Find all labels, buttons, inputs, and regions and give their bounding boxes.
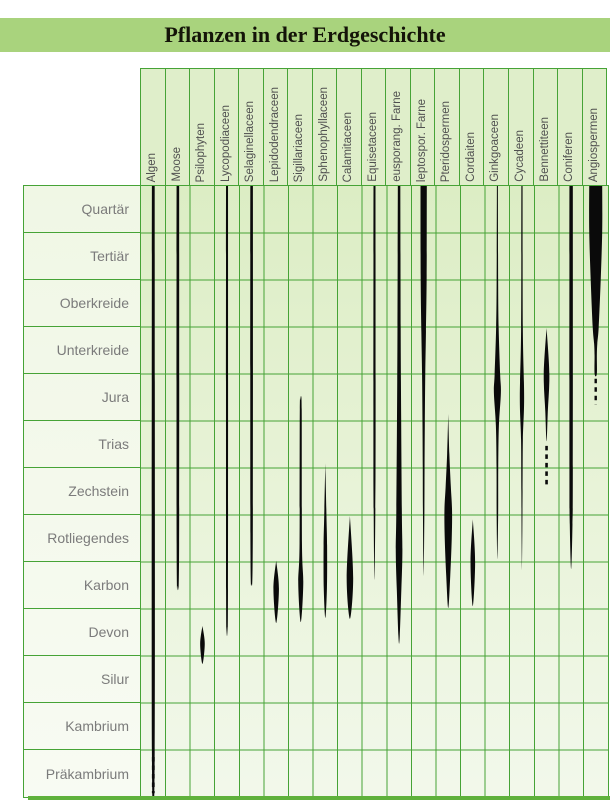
- column-header-label: Sphenophyllaceen: [317, 87, 330, 182]
- spindle-plot: [141, 186, 608, 797]
- row-label: Trias: [24, 421, 141, 468]
- column-header-label: Sigillariaceen: [293, 113, 306, 182]
- spindle-ginkgoaceen: [493, 186, 501, 560]
- column-header-label: Coniferen: [563, 132, 576, 182]
- column-header-label: Selaginellaceen: [244, 100, 257, 182]
- spindle-algen: [151, 186, 155, 797]
- column-header-label: Cycadeen: [513, 130, 526, 182]
- period-label-column: Quartär Tertiär Oberkreide Unterkreide Jura T…: [23, 185, 141, 798]
- spindle-cordaiten: [470, 519, 476, 607]
- column-header-label: Algen: [146, 152, 159, 182]
- spindle-bennettiteen: [543, 327, 550, 442]
- row-label: Präkambrium: [45, 765, 129, 782]
- column-header: Sigillariaceen: [287, 69, 312, 185]
- spindle-sigillariaceen: [298, 396, 304, 623]
- chart-title-bar: Pflanzen in der Erdgeschichte: [0, 18, 610, 52]
- column-header-label: Moose: [170, 147, 183, 182]
- column-header: leptospor. Farne: [409, 69, 435, 185]
- column-header-label: Pteridospermen: [440, 100, 453, 182]
- column-header: Cordaiten: [458, 69, 484, 185]
- column-header-label: Equisetaceen: [366, 112, 379, 182]
- column-header-label: eusporang. Farne: [391, 91, 404, 182]
- row-label: Rotliegendes: [24, 515, 141, 562]
- row-label: Silur: [24, 656, 141, 703]
- column-header: Ginkgoaceen: [483, 69, 508, 185]
- row-label: Oberkreide: [24, 280, 141, 327]
- column-header: Lycopodiaceen: [213, 69, 239, 185]
- column-header: Selaginellaceen: [238, 69, 263, 185]
- column-header-label: Psilophyten: [195, 122, 208, 182]
- spindle-cycadeen: [519, 186, 525, 571]
- spindle-pteridospermen: [444, 413, 453, 609]
- column-header: Algen: [141, 69, 165, 185]
- spindle-angiospermen: [589, 186, 603, 377]
- column-header: Coniferen: [557, 69, 582, 185]
- row-label: Devon: [24, 609, 141, 656]
- row-label: Karbon: [24, 562, 141, 609]
- column-header-label: Angiospermen: [587, 107, 600, 182]
- column-header: Angiospermen: [581, 69, 607, 185]
- column-header: Cycadeen: [507, 69, 533, 185]
- spindle-leptospor-farne: [420, 186, 427, 577]
- column-header-label: Ginkgoaceen: [489, 114, 502, 182]
- column-header-label: Bennettiteen: [538, 117, 551, 182]
- column-header: Bennettiteen: [532, 69, 558, 185]
- row-label: Tertiär: [24, 233, 141, 280]
- column-header-label: Lepidodendraceen: [268, 86, 281, 182]
- column-header: Calamitaceen: [336, 69, 361, 185]
- column-header-label: Lycopodiaceen: [219, 105, 232, 182]
- bottom-accent-bar: [28, 796, 610, 800]
- spindle-equisetaceen: [373, 186, 376, 580]
- spindle-coniferen: [569, 186, 573, 570]
- spindle-moose: [176, 186, 180, 591]
- row-label: Zechstein: [24, 468, 141, 515]
- column-header: Pteridospermen: [434, 69, 459, 185]
- column-header-label: leptospor. Farne: [415, 98, 428, 182]
- row-label: Unterkreide: [24, 327, 141, 374]
- spindle-sphenophyllaceen: [323, 463, 328, 618]
- spindle-selaginellaceen: [250, 186, 253, 586]
- column-header: eusporang. Farne: [385, 69, 410, 185]
- column-header-label: Calamitaceen: [342, 111, 355, 182]
- spindle-lepidodendraceen: [273, 560, 279, 624]
- spindle-lycopodiaceen: [225, 186, 229, 637]
- column-header-row: Algen Moose Psilophyten Lycopodiaceen Selagi…: [140, 68, 607, 185]
- spindle-psilophyten: [200, 625, 205, 664]
- row-label: Kambrium: [24, 703, 141, 750]
- column-header: Lepidodendraceen: [262, 69, 288, 185]
- spindle-eusporang-farne: [395, 186, 403, 644]
- column-header: Equisetaceen: [360, 69, 386, 185]
- spindle-plot-area: [140, 185, 609, 798]
- column-header: Moose: [164, 69, 190, 185]
- spindle-calamitaceen: [346, 515, 354, 619]
- row-label: Quartär: [24, 186, 141, 233]
- column-header: Sphenophyllaceen: [311, 69, 337, 185]
- row-label: Jura: [24, 374, 141, 421]
- column-header: Psilophyten: [189, 69, 214, 185]
- column-header-label: Cordaiten: [464, 132, 477, 182]
- chart-title: Pflanzen in der Erdgeschichte: [164, 22, 446, 47]
